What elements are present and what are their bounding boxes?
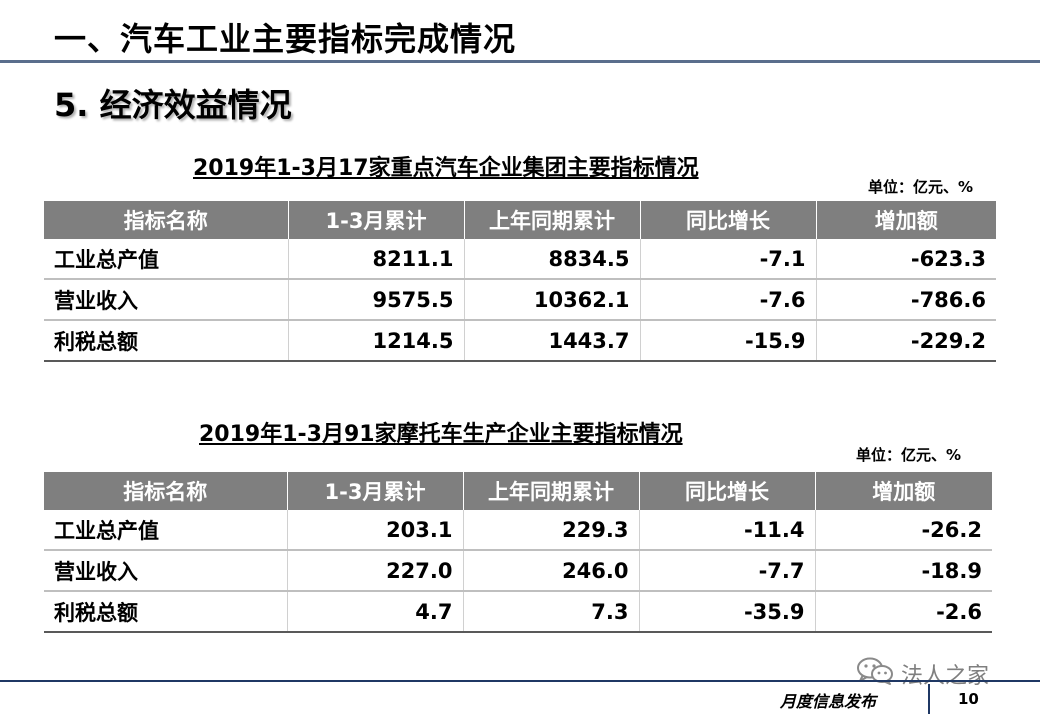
indicator-name-cell: 利税总额	[44, 591, 287, 633]
table-1-unit: 单位：亿元、%	[868, 178, 974, 196]
indicator-name-cell: 工业总产值	[44, 510, 287, 551]
table-row: 营业收入 227.0 246.0 -7.7 -18.9	[44, 550, 992, 592]
value-cell: -18.9	[814, 550, 992, 592]
value-cell: 8834.5	[463, 239, 640, 280]
column-header: 指标名称	[44, 472, 287, 510]
value-cell: -7.6	[639, 279, 816, 321]
footer-label: 月度信息发布	[780, 692, 877, 711]
watermark-text: 法人之家	[901, 664, 990, 689]
table-header-row: 指标名称 1-3月累计 上年同期累计 同比增长 增加额	[44, 472, 992, 510]
value-cell: 9575.5	[287, 279, 464, 321]
table-header-row: 指标名称 1-3月累计 上年同期累计 同比增长 增加额	[44, 201, 996, 239]
value-cell: -623.3	[815, 239, 996, 280]
table-row: 工业总产值 8211.1 8834.5 -7.1 -623.3	[44, 239, 996, 280]
footer-separator	[928, 684, 930, 714]
title-rule	[0, 60, 1040, 63]
value-cell: 7.3	[462, 591, 639, 633]
indicator-name-cell: 营业收入	[44, 550, 287, 592]
table-row: 利税总额 4.7 7.3 -35.9 -2.6	[44, 591, 992, 633]
automobile-indicator-table: 指标名称 1-3月累计 上年同期累计 同比增长 增加额 工业总产值 8211.1…	[44, 201, 996, 362]
column-header: 增加额	[814, 472, 992, 510]
page-number: 10	[958, 690, 979, 708]
value-cell: -7.7	[638, 550, 815, 592]
section-subtitle: 5. 经济效益情况	[54, 86, 292, 124]
column-header: 上年同期累计	[462, 472, 639, 510]
indicator-name-cell: 利税总额	[44, 320, 288, 362]
watermark: 法人之家	[855, 656, 989, 692]
column-header: 1-3月累计	[287, 201, 464, 239]
wechat-icon	[855, 656, 895, 692]
motorcycle-indicator-table: 指标名称 1-3月累计 上年同期累计 同比增长 增加额 工业总产值 203.1 …	[44, 472, 992, 633]
main-title: 一、汽车工业主要指标完成情况	[54, 20, 517, 58]
table-2-caption: 2019年1-3月91家摩托车生产企业主要指标情况	[199, 422, 683, 447]
value-cell: -2.6	[814, 591, 992, 633]
value-cell: -35.9	[638, 591, 815, 633]
table-1-caption: 2019年1-3月17家重点汽车企业集团主要指标情况	[193, 156, 699, 181]
value-cell: 4.7	[286, 591, 463, 633]
value-cell: -229.2	[815, 320, 996, 362]
value-cell: -11.4	[638, 510, 815, 551]
indicator-name-cell: 工业总产值	[44, 239, 288, 280]
column-header: 增加额	[815, 201, 996, 239]
column-header: 同比增长	[638, 472, 815, 510]
table-2-unit: 单位：亿元、%	[856, 446, 962, 464]
value-cell: -7.1	[639, 239, 816, 280]
value-cell: 227.0	[286, 550, 463, 592]
value-cell: -786.6	[815, 279, 996, 321]
value-cell: 1214.5	[287, 320, 464, 362]
value-cell: -26.2	[814, 510, 992, 551]
value-cell: 10362.1	[463, 279, 640, 321]
value-cell: -15.9	[639, 320, 816, 362]
value-cell: 1443.7	[463, 320, 640, 362]
table-row: 营业收入 9575.5 10362.1 -7.6 -786.6	[44, 279, 996, 321]
value-cell: 229.3	[462, 510, 639, 551]
column-header: 同比增长	[639, 201, 816, 239]
table-row: 利税总额 1214.5 1443.7 -15.9 -229.2	[44, 320, 996, 362]
footer-rule	[0, 680, 1040, 682]
value-cell: 246.0	[462, 550, 639, 592]
column-header: 1-3月累计	[286, 472, 463, 510]
column-header: 上年同期累计	[463, 201, 640, 239]
indicator-name-cell: 营业收入	[44, 279, 288, 321]
table-row: 工业总产值 203.1 229.3 -11.4 -26.2	[44, 510, 992, 551]
column-header: 指标名称	[44, 201, 288, 239]
value-cell: 8211.1	[287, 239, 464, 280]
value-cell: 203.1	[286, 510, 463, 551]
